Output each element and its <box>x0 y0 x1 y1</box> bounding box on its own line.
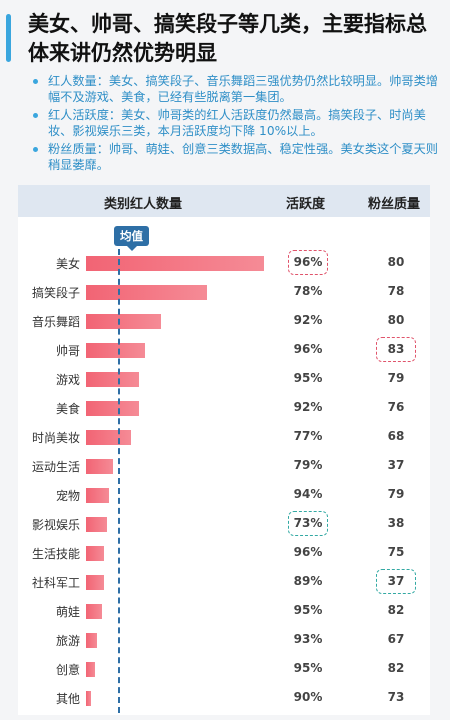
count-bar <box>86 285 208 300</box>
activity-value: 96% <box>293 545 323 559</box>
summary-list: 红人数量：美女、搞笑段子、音乐舞蹈三强优势仍然比较明显。帅哥类增幅不及游戏、美食… <box>28 73 440 175</box>
activity-value: 95% <box>293 661 323 675</box>
fan-quality-value: 76 <box>387 400 405 414</box>
fan-quality-value: 79 <box>387 371 405 385</box>
fan-quality-value: 83 <box>387 342 405 356</box>
category-label: 搞笑段子 <box>31 286 80 300</box>
activity-value: 73% <box>293 516 323 530</box>
activity-value: 89% <box>293 574 323 588</box>
table-row: 音乐舞蹈 92% 80 <box>18 307 430 336</box>
activity-value: 93% <box>293 632 323 646</box>
category-label: 影视娱乐 <box>31 518 80 532</box>
table-row: 生活技能 96% 75 <box>18 539 430 568</box>
highlight-box <box>376 337 416 362</box>
header-count: 类别红人数量 <box>104 197 183 212</box>
table-row: 美食 92% 76 <box>18 394 430 423</box>
fan-quality-value: 82 <box>387 603 405 617</box>
table-row: 社科军工 89% 37 <box>18 568 430 597</box>
category-label: 帅哥 <box>55 344 80 358</box>
count-bar <box>86 633 97 648</box>
table-row: 时尚美妆 77% 68 <box>18 423 430 452</box>
count-bar <box>86 691 92 706</box>
table-row: 创意 95% 82 <box>18 655 430 684</box>
table-row: 美女 96% 80 <box>18 249 430 278</box>
table-row: 帅哥 96% 83 <box>18 336 430 365</box>
activity-value: 77% <box>293 429 323 443</box>
count-bar <box>86 546 104 561</box>
header-fan-quality: 粉丝质量 <box>368 197 421 212</box>
summary-bullet-fans: 粉丝质量：帅哥、萌娃、创意三类数据高、稳定性强。美女类这个夏天则稍显萎靡。 <box>28 141 440 173</box>
count-bar <box>86 343 145 358</box>
fan-quality-value: 37 <box>387 458 405 472</box>
activity-value: 96% <box>293 342 323 356</box>
count-bar <box>86 372 140 387</box>
category-label: 萌娃 <box>55 605 80 619</box>
fan-quality-value: 67 <box>387 632 405 646</box>
fan-quality-value: 75 <box>387 545 405 559</box>
fan-quality-value: 79 <box>387 487 405 501</box>
category-label: 运动生活 <box>31 460 80 474</box>
table-row: 其他 90% 73 <box>18 684 430 713</box>
fan-quality-value: 38 <box>387 516 405 530</box>
activity-value: 90% <box>293 690 323 704</box>
header-activity: 活跃度 <box>286 197 326 212</box>
count-bar <box>86 314 161 329</box>
count-bar <box>86 256 264 271</box>
table-row: 影视娱乐 73% 38 <box>18 510 430 539</box>
count-bar <box>86 517 108 532</box>
count-bar <box>86 459 113 474</box>
page-title: 美女、帅哥、搞笑段子等几类，主要指标总体来讲仍然优势明显 <box>28 12 427 65</box>
summary-bullet-count: 红人数量：美女、搞笑段子、音乐舞蹈三强优势仍然比较明显。帅哥类增幅不及游戏、美食… <box>28 73 440 105</box>
count-bar <box>86 401 140 416</box>
category-table: 类别红人数量 活跃度 粉丝质量 均值 美女 96% 80 搞笑段子 78% 78 音乐舞蹈 9… <box>18 185 430 715</box>
category-label: 其他 <box>55 692 80 706</box>
category-label: 美食 <box>55 402 80 416</box>
count-bar <box>86 488 110 503</box>
category-label: 社科军工 <box>31 576 80 590</box>
highlight-box <box>288 511 328 536</box>
highlight-box <box>288 250 328 275</box>
table-header: 类别红人数量 活跃度 粉丝质量 <box>18 185 430 217</box>
fan-quality-value: 78 <box>387 284 405 298</box>
activity-value: 78% <box>293 284 323 298</box>
fan-quality-value: 80 <box>387 313 405 327</box>
count-bar <box>86 662 95 677</box>
fan-quality-value: 73 <box>387 690 405 704</box>
summary-bullet-activity: 红人活跃度：美女、帅哥类的红人活跃度仍然最高。搞笑段子、时尚美妆、影视娱乐三类，… <box>28 107 440 139</box>
count-bar <box>86 430 131 445</box>
count-bar <box>86 604 103 619</box>
activity-value: 95% <box>293 371 323 385</box>
activity-value: 94% <box>293 487 323 501</box>
table-row: 游戏 95% 79 <box>18 365 430 394</box>
category-label: 音乐舞蹈 <box>31 315 80 329</box>
category-label: 时尚美妆 <box>31 431 80 445</box>
fan-quality-value: 37 <box>387 574 405 588</box>
table-row: 萌娃 95% 82 <box>18 597 430 626</box>
table-row: 宠物 94% 79 <box>18 481 430 510</box>
table-row: 旅游 93% 67 <box>18 626 430 655</box>
average-badge: 均值 <box>114 226 149 251</box>
activity-value: 95% <box>293 603 323 617</box>
category-label: 游戏 <box>55 373 80 387</box>
category-label: 美女 <box>55 257 80 271</box>
activity-value: 96% <box>293 255 323 269</box>
activity-value: 79% <box>293 458 323 472</box>
category-label: 宠物 <box>55 489 80 503</box>
table-row: 搞笑段子 78% 78 <box>18 278 430 307</box>
count-bar <box>86 575 104 590</box>
activity-value: 92% <box>293 313 323 327</box>
fan-quality-value: 68 <box>387 429 405 443</box>
category-label: 生活技能 <box>31 547 80 561</box>
title-accent-bar <box>6 14 11 62</box>
highlight-box <box>376 569 416 594</box>
category-label: 创意 <box>55 663 80 677</box>
category-label: 旅游 <box>55 634 80 648</box>
table-row: 运动生活 79% 37 <box>18 452 430 481</box>
average-line <box>118 249 121 713</box>
fan-quality-value: 82 <box>387 661 405 675</box>
fan-quality-value: 80 <box>387 255 405 269</box>
activity-value: 92% <box>293 400 323 414</box>
